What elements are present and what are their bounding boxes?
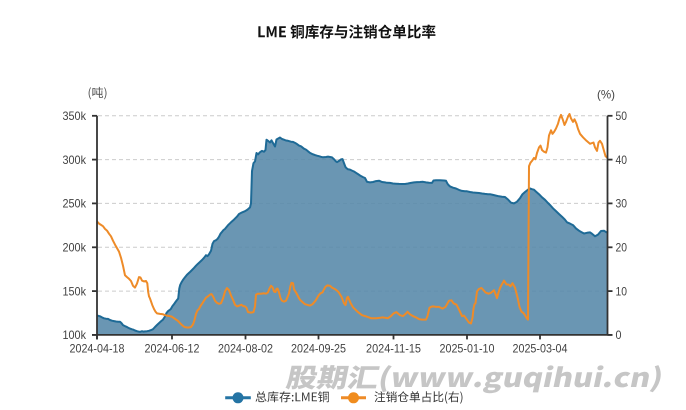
svg-text:200k: 200k — [63, 241, 87, 255]
svg-text:2024-09-25: 2024-09-25 — [291, 342, 346, 356]
svg-text:50: 50 — [616, 109, 628, 123]
svg-text:2024-06-12: 2024-06-12 — [145, 342, 200, 356]
svg-text:2024-04-18: 2024-04-18 — [70, 342, 125, 356]
svg-text:20: 20 — [616, 241, 628, 255]
svg-text:0: 0 — [616, 328, 622, 342]
svg-text:(%): (%) — [597, 87, 615, 101]
svg-text:2025-03-04: 2025-03-04 — [513, 342, 568, 356]
svg-text:40: 40 — [616, 153, 628, 167]
svg-text:100k: 100k — [63, 328, 87, 342]
svg-text:300k: 300k — [63, 153, 87, 167]
svg-text:2025-01-10: 2025-01-10 — [440, 342, 495, 356]
svg-text:250k: 250k — [63, 197, 87, 211]
svg-text:30: 30 — [616, 197, 628, 211]
svg-text:2024-08-02: 2024-08-02 — [218, 342, 273, 356]
svg-text:10: 10 — [616, 284, 628, 298]
svg-text:2024-11-15: 2024-11-15 — [366, 342, 421, 356]
svg-text:150k: 150k — [63, 284, 87, 298]
svg-text:350k: 350k — [63, 109, 87, 123]
